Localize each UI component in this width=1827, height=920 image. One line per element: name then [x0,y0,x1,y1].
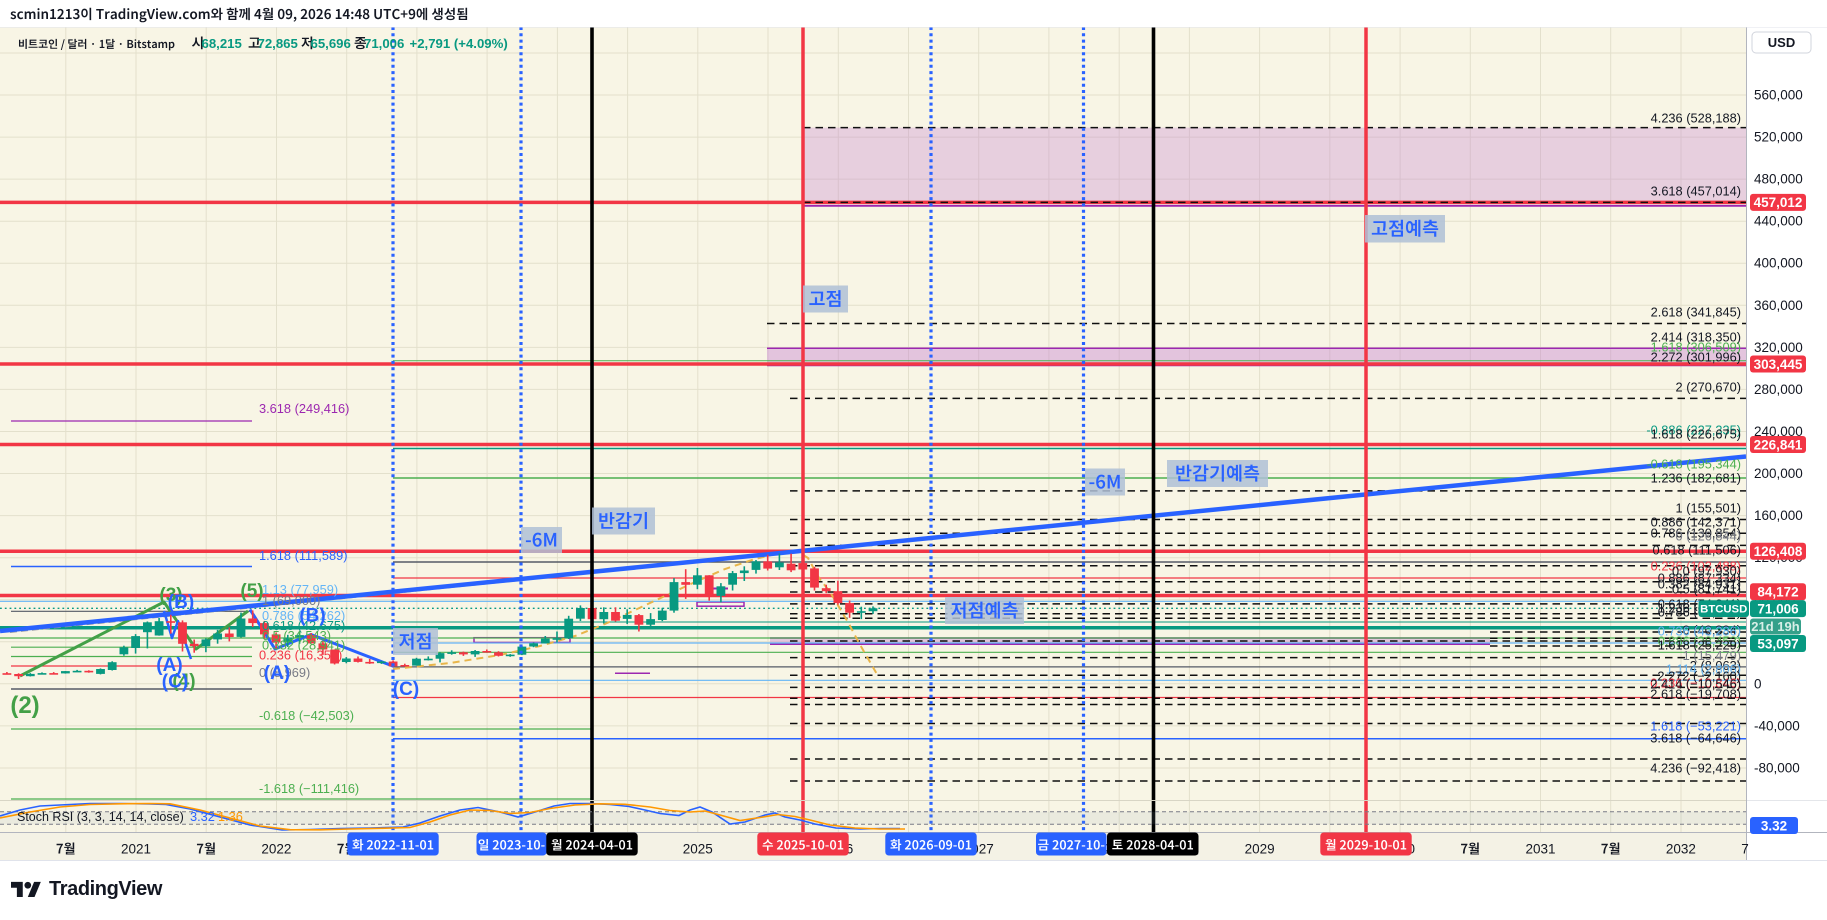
svg-text:0.786 (54,262): 0.786 (54,262) [262,608,345,623]
svg-text:USD: USD [1768,35,1795,50]
svg-text:0.886 (87,334): 0.886 (87,334) [1658,571,1741,586]
svg-text:226,841: 226,841 [1754,437,1803,452]
svg-text:2029: 2029 [1245,842,1275,857]
svg-text:4.236 (−92,418): 4.236 (−92,418) [1650,761,1741,776]
svg-text:72,865: 72,865 [258,36,298,51]
svg-text:0.236 (−10,846): 0.236 (−10,846) [1650,676,1741,691]
svg-text:3.618 (249,416): 3.618 (249,416) [259,401,349,416]
svg-text:(C): (C) [393,679,419,700]
svg-text:126,408: 126,408 [1754,544,1803,559]
svg-text:160,000: 160,000 [1754,508,1803,523]
svg-text:0 (8,969): 0 (8,969) [259,665,310,680]
svg-text:3.618 (−64,646): 3.618 (−64,646) [1650,731,1741,746]
svg-text:68,215: 68,215 [202,36,242,51]
svg-text:65,696: 65,696 [311,36,351,51]
svg-text:1.236 (182,681): 1.236 (182,681) [1651,471,1741,486]
svg-text:84,172: 84,172 [1757,585,1798,600]
svg-text:3.618 (457,014): 3.618 (457,014) [1651,184,1741,199]
svg-text:1.13 (77,959): 1.13 (77,959) [262,582,338,597]
svg-text:21d 19h: 21d 19h [1751,619,1799,634]
svg-text:560,000: 560,000 [1754,88,1803,103]
svg-text:Stoch RSI (3, 3, 14, 14, close: Stoch RSI (3, 3, 14, 14, close) [17,810,184,824]
svg-text:2 (270,670): 2 (270,670) [1676,380,1741,395]
svg-text:0.886 (38,453): 0.886 (38,453) [1658,634,1741,649]
svg-text:-40,000: -40,000 [1754,718,1800,733]
svg-text:280,000: 280,000 [1754,382,1803,397]
svg-text:0.382 (84,931): 0.382 (84,931) [1658,577,1741,592]
svg-text:0 (126,844): 0 (126,844) [1676,529,1741,544]
svg-text:BTCUSD: BTCUSD [1700,603,1747,615]
svg-text:0: 0 [1754,676,1762,691]
svg-text:-1.618 (−111,416): -1.618 (−111,416) [259,781,359,796]
svg-text:TradingView: TradingView [49,878,163,900]
svg-text:2021: 2021 [121,842,151,857]
svg-text:303,445: 303,445 [1754,357,1803,372]
svg-text:(B): (B) [299,606,325,627]
svg-text:0.618 (42,675): 0.618 (42,675) [262,618,345,633]
svg-text:1.114 (2,806): 1.114 (2,806) [1666,662,1741,677]
svg-text:360,000: 360,000 [1754,298,1803,313]
svg-text:2022: 2022 [261,842,291,857]
svg-text:1 (69,000): 1 (69,000) [262,593,320,608]
svg-text:0.736 (43,286): 0.736 (43,286) [1658,624,1741,639]
svg-text:71,006: 71,006 [364,36,404,51]
svg-text:0.0 (97,930): 0.0 (97,930) [1672,564,1741,579]
svg-text:(A): (A) [156,655,182,676]
svg-text:71,006: 71,006 [1757,601,1799,616]
svg-text:520,000: 520,000 [1754,130,1803,145]
svg-text:200,000: 200,000 [1754,466,1803,481]
svg-text:(5): (5) [240,581,263,602]
svg-text:240,000: 240,000 [1754,424,1803,439]
svg-text:53,097: 53,097 [1757,636,1798,651]
svg-text:7: 7 [1741,842,1749,857]
svg-text:2031: 2031 [1525,842,1555,857]
svg-text:-80,000: -80,000 [1754,761,1800,776]
svg-text:-0.618 (−42,503): -0.618 (−42,503) [259,708,354,723]
svg-text:2.414 (−10,546): 2.414 (−10,546) [1650,677,1741,692]
svg-text:-0.618 (195,344): -0.618 (195,344) [1646,457,1741,472]
svg-text:1.618 (306,509): 1.618 (306,509) [1651,340,1741,355]
svg-text:2.272 (−2,160): 2.272 (−2,160) [1657,669,1741,684]
svg-text:(3): (3) [159,585,182,606]
svg-text:1 (15,479): 1 (15,479) [1683,648,1741,663]
svg-text:440,000: 440,000 [1754,214,1803,229]
svg-text:1.618 (111,589): 1.618 (111,589) [259,548,347,563]
svg-text:1.36: 1.36 [218,809,243,824]
svg-text:2.618 (−19,708): 2.618 (−19,708) [1650,687,1741,702]
svg-text:0 (40,334): 0 (40,334) [1683,623,1741,638]
svg-text:0.236 (16,350): 0.236 (16,350) [259,648,342,663]
svg-text:2.414 (318,350): 2.414 (318,350) [1651,330,1741,345]
svg-text:2.618 (341,845): 2.618 (341,845) [1651,305,1741,320]
svg-text:0.5 (34,543): 0.5 (34,543) [262,628,331,643]
svg-text:2025: 2025 [683,842,713,857]
svg-text:0.236 (102,488): 0.236 (102,488) [1651,559,1741,574]
svg-text:1.618 (25,229): 1.618 (25,229) [1658,638,1741,653]
svg-text:3.32: 3.32 [1761,818,1787,833]
svg-text:(B): (B) [168,592,194,613]
svg-text:(C): (C) [162,672,188,693]
svg-text:0.886 (142,371): 0.886 (142,371) [1651,515,1741,530]
svg-text:320,000: 320,000 [1754,340,1803,355]
svg-text:0.618 (111,506): 0.618 (111,506) [1653,543,1741,558]
svg-text:457,012: 457,012 [1754,195,1803,210]
svg-text:(A): (A) [264,663,290,684]
svg-text:1.618 (−53,221): 1.618 (−53,221) [1650,719,1741,734]
svg-text:1 (155,501): 1 (155,501) [1676,501,1741,516]
svg-text:3.32: 3.32 [190,809,215,824]
svg-text:0.786 (130,854): 0.786 (130,854) [1651,526,1741,541]
svg-text:2032: 2032 [1666,842,1696,857]
svg-text:2 (8,063): 2 (8,063) [1690,658,1741,673]
svg-text:1.618 (226,675): 1.618 (226,675) [1651,427,1741,442]
svg-text:+2,791 (+4.09%): +2,791 (+4.09%) [410,36,508,51]
svg-text:400,000: 400,000 [1754,256,1803,271]
svg-text:0.382 (28,941): 0.382 (28,941) [262,638,345,653]
svg-text:0.5 (81,741): 0.5 (81,741) [1672,582,1741,597]
svg-text:4.236 (528,188): 4.236 (528,188) [1651,111,1741,126]
svg-text:(2): (2) [10,692,39,719]
svg-text:480,000: 480,000 [1754,172,1803,187]
svg-text:2.272 (301,996): 2.272 (301,996) [1651,350,1741,365]
svg-text:(4): (4) [172,671,195,692]
svg-text:-0.886 (227,335): -0.886 (227,335) [1646,423,1741,438]
